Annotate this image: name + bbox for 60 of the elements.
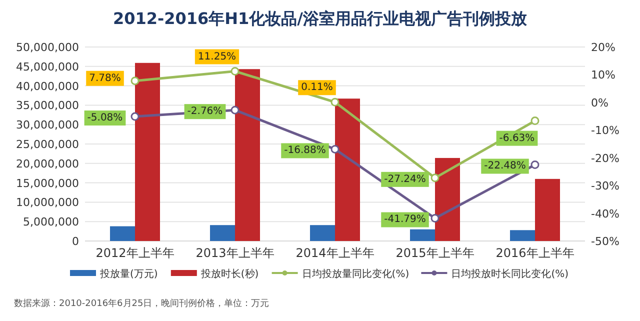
y-tick-label: 50,000,000	[16, 41, 79, 54]
bar	[235, 69, 260, 241]
point	[330, 98, 340, 106]
x-tick-label: 2016年上半年	[496, 246, 574, 260]
y2-tick-label: 10%	[591, 68, 616, 82]
data-label: -27.24%	[384, 174, 426, 185]
y-tick-label: 25,000,000	[16, 138, 79, 151]
point	[130, 112, 140, 121]
bar	[535, 178, 560, 241]
y2-tick-label: -10%	[591, 124, 620, 138]
x-tick-label: 2015年上半年	[396, 246, 474, 260]
y2-tick-label: -50%	[591, 235, 620, 248]
y-tick-label: 5,000,000	[23, 216, 79, 229]
source-note: 数据来源：2010-2016年6月25日，晚间刊例价格，单位：万元	[14, 298, 270, 309]
y2-tick-label: -30%	[591, 180, 620, 193]
point	[130, 76, 140, 86]
point	[230, 67, 240, 76]
y-tick-label: 10,000,000	[16, 196, 79, 210]
point	[430, 174, 440, 182]
data-label: -16.88%	[284, 145, 326, 156]
y-tick-label: 0	[72, 235, 79, 248]
data-label: 0.11%	[301, 82, 333, 94]
x-tick-label: 2012年上半年	[96, 246, 174, 260]
bar	[335, 98, 360, 241]
y2-tick-label: -40%	[591, 207, 620, 220]
y-tick-label: 45,000,000	[16, 60, 79, 74]
data-label: 7.78%	[89, 72, 121, 84]
bar	[135, 62, 160, 241]
data-label: -5.08%	[87, 112, 123, 124]
bar	[410, 229, 435, 241]
legend-label: 投放时长(秒)	[200, 268, 259, 280]
point	[430, 214, 440, 222]
y-tick-label: 15,000,000	[16, 176, 79, 190]
x-tick-label: 2013年上半年	[196, 246, 274, 260]
point	[330, 144, 340, 154]
y2-tick-label: -20%	[591, 152, 620, 165]
legend-label: 日均投放量同比变化(%)	[302, 268, 410, 280]
data-label: 11.25%	[198, 51, 236, 62]
bar	[510, 230, 535, 241]
bar	[310, 225, 335, 241]
data-label: -2.76%	[187, 106, 223, 118]
y-tick-label: 20,000,000	[16, 157, 79, 170]
y2-tick-label: 0%	[591, 96, 608, 110]
y-tick-label: 40,000,000	[16, 80, 79, 93]
y2-tick-label: 20%	[591, 41, 616, 54]
x-tick-label: 2014年上半年	[296, 246, 374, 260]
legend-label: 投放量(万元)	[99, 268, 158, 280]
point	[230, 106, 240, 114]
point	[530, 116, 540, 126]
point	[530, 160, 540, 169]
y-tick-label: 30,000,000	[16, 118, 79, 132]
data-label: -6.63%	[499, 132, 535, 144]
data-label: -22.48%	[484, 160, 526, 172]
bar	[210, 225, 235, 241]
data-label: -41.79%	[384, 214, 426, 226]
chart-title: 2012-2016年H1化妆品/浴室用品行业电视广告刊例投放	[112, 9, 528, 28]
legend-label: 日均投放时长同比变化(%)	[451, 268, 569, 280]
y-tick-label: 35,000,000	[16, 99, 79, 112]
bar	[435, 158, 460, 241]
bar	[110, 226, 135, 241]
